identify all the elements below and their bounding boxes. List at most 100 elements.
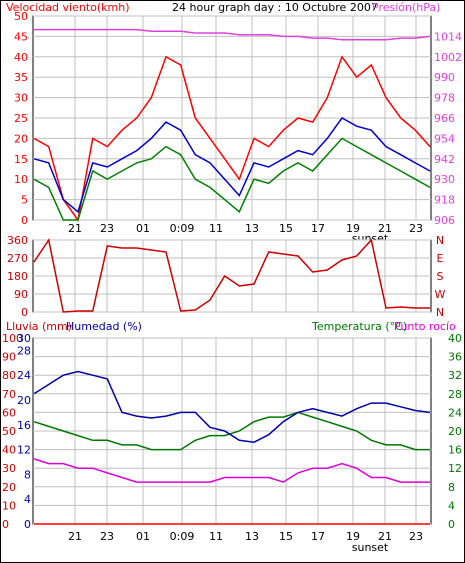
y-tick-label-wind: 5 — [21, 194, 28, 207]
y-tick-label-direction: 180 — [7, 270, 28, 283]
x-tick-label: 0:09 — [170, 222, 195, 235]
rain-label: Lluvia (mm) — [6, 320, 72, 333]
y-tick-label-wind: 10 — [14, 173, 28, 186]
y-tick-label-direction: 90 — [14, 288, 28, 301]
y-tick-label-temperature: 36 — [448, 351, 462, 364]
x-tick-label: 01 — [136, 222, 150, 235]
x-tick-label: 19 — [346, 530, 360, 543]
y-tick-label-wind: 35 — [14, 71, 28, 84]
x-tick-label: 21 — [378, 530, 392, 543]
y-tick-label-wind: 50 — [14, 10, 28, 23]
y-tick-label-pressure: 918 — [434, 194, 455, 207]
direction-letter: N — [436, 234, 444, 247]
y-tick-label-pressure: 954 — [434, 132, 455, 145]
y-tick-label-direction: 270 — [7, 252, 28, 265]
x-tick-label: 13 — [245, 222, 259, 235]
y-tick-label-wind: 45 — [14, 30, 28, 43]
y-tick-label-humidity: 12 — [17, 444, 31, 457]
wind-speed-line — [33, 137, 431, 221]
wind-avg-line — [33, 117, 431, 214]
y-tick-label-humidity: 30 — [17, 332, 31, 345]
y-tick-label-rain: 80 — [2, 369, 16, 382]
wind-label: Velocidad viento(kmh) — [6, 1, 130, 14]
y-tick-label-rain: 40 — [2, 444, 16, 457]
x-tick-label: 23 — [409, 530, 423, 543]
y-tick-label-humidity: 8 — [24, 468, 31, 481]
pressure-line — [34, 28, 431, 41]
temperature-label: Temperatura (°C) — [311, 320, 407, 333]
humidity-label: Humedad (%) — [66, 320, 142, 333]
y-tick-label-temperature: 24 — [448, 406, 462, 419]
y-tick-label-humidity: 0 — [24, 518, 31, 531]
panel-humidity-temperature: 0102030405060708090100048121620242830048… — [2, 332, 462, 554]
x-tick-label: 15 — [279, 222, 293, 235]
x-tick-label: 01 — [136, 530, 150, 543]
humidity-line — [33, 370, 431, 443]
direction-line — [33, 238, 430, 313]
panel-wind-direction: 0 N 90 W 180 S 270 E 360 N — [7, 234, 446, 319]
y-tick-label-temperature: 32 — [448, 369, 462, 382]
y-tick-label-humidity: 16 — [17, 419, 31, 432]
x-tick-label: 11 — [209, 530, 223, 543]
y-tick-label-pressure: 978 — [434, 92, 455, 105]
y-tick-label-pressure: 942 — [434, 153, 455, 166]
x-tick-label: 17 — [311, 222, 325, 235]
y-tick-label-humidity: 20 — [17, 394, 31, 407]
y-tick-label-humidity: 24 — [17, 369, 31, 382]
graph-title: 24 hour graph day : 10 Octubre 2007 — [172, 1, 378, 14]
y-tick-label-temperature: 40 — [448, 332, 462, 345]
x-tick-label: 15 — [279, 530, 293, 543]
y-tick-label-pressure: 1014 — [434, 30, 462, 43]
y-tick-label-pressure: 1002 — [434, 51, 462, 64]
y-tick-label-pressure: 906 — [434, 214, 455, 227]
y-tick-label-humidity: 4 — [24, 493, 31, 506]
y-tick-label-temperature: 8 — [448, 481, 455, 494]
y-tick-label-temperature: 4 — [448, 499, 455, 512]
y-tick-label-rain: 70 — [2, 388, 16, 401]
y-tick-label-temperature: 0 — [448, 518, 455, 531]
y-tick-label-wind: 15 — [14, 153, 28, 166]
y-tick-label-humidity: 28 — [17, 344, 31, 357]
x-tick-label: 17 — [311, 530, 325, 543]
x-tick-label: 13 — [245, 530, 259, 543]
y-tick-label-wind: 20 — [14, 132, 28, 145]
gust-line — [33, 55, 431, 222]
y-tick-label-rain: 10 — [2, 499, 16, 512]
y-tick-label-direction: 360 — [7, 234, 28, 247]
direction-letter: N — [436, 306, 444, 319]
x-tick-label: 23 — [100, 222, 114, 235]
x-tick-label: 23 — [100, 530, 114, 543]
direction-letter: S — [437, 270, 444, 283]
y-tick-label-temperature: 28 — [448, 388, 462, 401]
y-tick-label-rain: 30 — [2, 462, 16, 475]
x-tick-label: 21 — [68, 530, 82, 543]
x-tick-label: 0:09 — [170, 530, 195, 543]
direction-letter: E — [437, 252, 444, 265]
panel-wind-pressure: 0 5 10 15 20 25 30 35 40 45 50 906 918 930 942 954 966 97… — [14, 10, 462, 245]
x-tick-label: 23 — [409, 222, 423, 235]
sunset-label: sunset — [352, 541, 389, 554]
x-tick-label: 21 — [68, 222, 82, 235]
y-tick-label-pressure: 966 — [434, 112, 455, 125]
y-tick-label-rain: 20 — [2, 481, 16, 494]
y-tick-label-rain: 50 — [2, 425, 16, 438]
y-tick-label-rain: 60 — [2, 406, 16, 419]
y-tick-label-pressure: 930 — [434, 173, 455, 186]
dewpoint-line — [33, 458, 430, 483]
y-tick-label-temperature: 12 — [448, 462, 462, 475]
y-tick-label-pressure: 990 — [434, 71, 455, 84]
y-tick-label-temperature: 16 — [448, 444, 462, 457]
pressure-label: Presión(hPa) — [372, 1, 440, 14]
y-tick-label-rain: 0 — [2, 518, 9, 531]
x-tick-label: 19 — [346, 222, 360, 235]
y-tick-label-wind: 40 — [14, 51, 28, 64]
y-tick-label-rain: 100 — [2, 332, 23, 345]
y-tick-label-wind: 30 — [14, 92, 28, 105]
y-tick-label-temperature: 20 — [448, 425, 462, 438]
y-tick-label-rain: 90 — [2, 351, 16, 364]
y-tick-label-wind: 25 — [14, 112, 28, 125]
y-tick-label-direction: 0 — [21, 306, 28, 319]
x-tick-label: 11 — [209, 222, 223, 235]
x-tick-label: 21 — [378, 222, 392, 235]
